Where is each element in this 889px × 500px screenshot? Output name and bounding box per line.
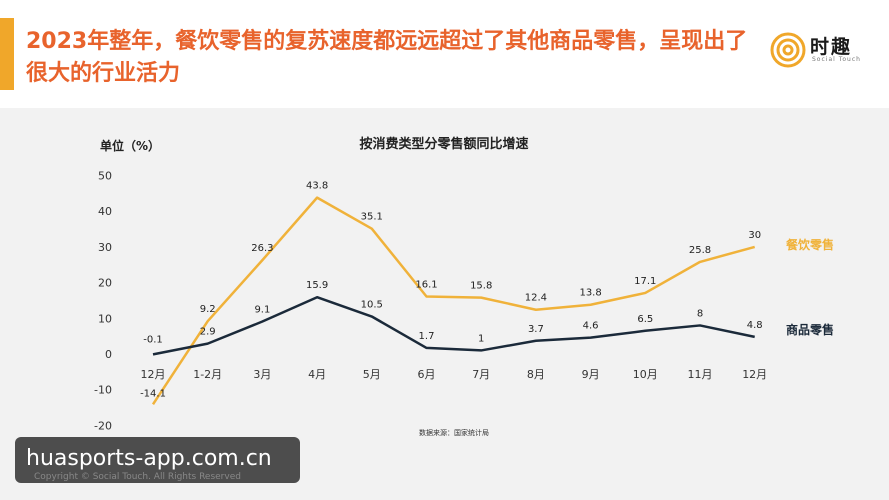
title-accent-bar [0, 18, 14, 90]
y-tick-label: 10 [98, 312, 112, 325]
series-line-goods [152, 295, 755, 356]
legend-goods: 商品零售 [786, 322, 834, 337]
x-tick-label: 11月 [688, 368, 713, 381]
copyright-text: Copyright © Social Touch. All Rights Res… [34, 472, 241, 482]
chart-area: 按消费类型分零售额同比增速 单位（%） 数据来源：国家统计局 50 40 30 20 1… [0, 108, 889, 500]
y-tick-label: 40 [98, 205, 112, 218]
x-tick-label: 3月 [253, 368, 271, 381]
y-tick-label: -20 [94, 419, 112, 432]
title-bar: 2023年整年，餐饮零售的复苏速度都远远超过了其他商品零售，呈现出了很大的行业活… [0, 0, 889, 100]
data-label: 26.3 [251, 243, 273, 254]
watermark-text: huasports-app.com.cn [26, 446, 272, 471]
data-label: 10.5 [361, 300, 383, 311]
x-tick-label: 4月 [308, 368, 326, 381]
data-label: 6.5 [637, 314, 653, 325]
y-tick-label: 30 [98, 241, 112, 254]
x-tick-label: 5月 [363, 368, 381, 381]
data-label: 1.7 [419, 331, 435, 342]
y-tick-label: 20 [98, 277, 112, 290]
x-tick-label: 8月 [527, 368, 545, 381]
x-tick-label: 12月 [141, 368, 166, 381]
x-tick-label: 12月 [742, 368, 767, 381]
data-label: 4.8 [747, 320, 763, 331]
data-label: 8 [697, 308, 703, 319]
y-tick-label: 50 [98, 170, 112, 183]
x-tick-label: 9月 [582, 368, 600, 381]
chart-title: 按消费类型分零售额同比增速 [359, 136, 528, 152]
x-tick-label: 10月 [633, 368, 658, 381]
x-tick-label: 1-2月 [193, 368, 222, 381]
page-title: 2023年整年，餐饮零售的复苏速度都远远超过了其他商品零售，呈现出了很大的行业活… [26, 29, 748, 86]
data-label: 9.1 [254, 305, 270, 316]
data-label: 13.8 [579, 288, 601, 299]
y-axis-label: 单位（%） [100, 138, 160, 153]
line-chart: 按消费类型分零售额同比增速 单位（%） 数据来源：国家统计局 50 40 30 20 1… [94, 136, 834, 437]
data-label: 15.9 [306, 280, 328, 291]
y-tick-label: -10 [94, 384, 112, 397]
y-tick-label: 0 [105, 348, 112, 361]
data-label: 43.8 [306, 181, 328, 192]
legend-catering: 餐饮零售 [786, 237, 834, 252]
x-tick-label: 6月 [418, 368, 436, 381]
data-label: 30 [748, 230, 761, 241]
data-label: 2.9 [200, 327, 216, 338]
data-label: -14.1 [140, 388, 166, 399]
data-label: 4.6 [583, 321, 599, 332]
source-note: 数据来源：国家统计局 [419, 428, 489, 437]
data-label: 3.7 [528, 324, 544, 335]
data-label: 17.1 [634, 276, 656, 287]
x-tick-label: 7月 [472, 368, 490, 381]
data-label: 35.1 [361, 212, 383, 223]
data-label: 1 [478, 333, 484, 344]
data-label: 12.4 [525, 293, 547, 304]
data-label: -0.1 [143, 334, 163, 345]
series-line-catering [151, 196, 756, 406]
data-label: 9.2 [200, 304, 216, 315]
data-label: 16.1 [415, 280, 437, 291]
logo-icon [770, 32, 806, 68]
data-label: 15.8 [470, 281, 492, 292]
data-label: 25.8 [689, 245, 711, 256]
logo-subtext: Social Touch [812, 56, 861, 63]
logo-text: 时趣 [810, 36, 853, 58]
watermark-box [15, 437, 300, 483]
